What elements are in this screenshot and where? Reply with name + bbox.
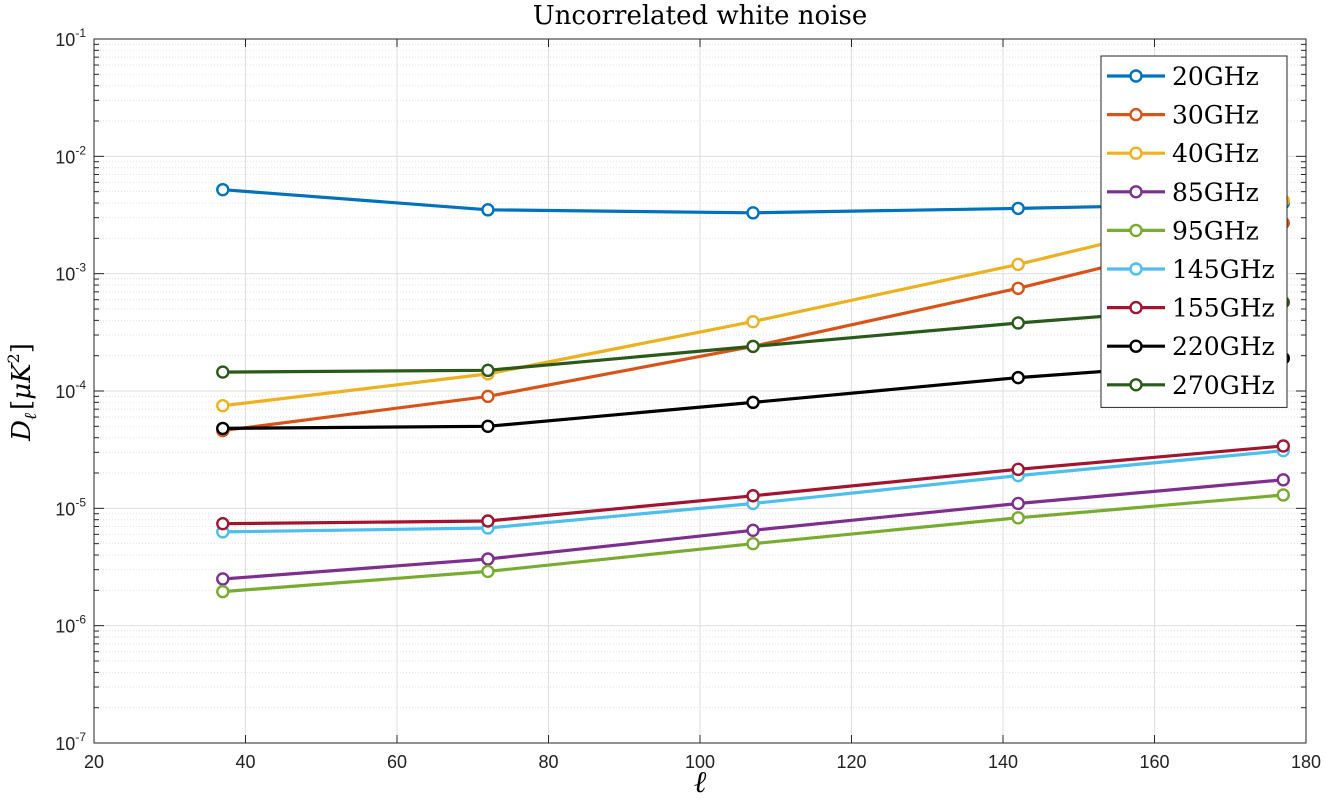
y-axis-label-close: ] (7, 343, 37, 353)
data-point-155ghz (481, 514, 495, 528)
legend-item-85ghz: 85GHz (1107, 178, 1259, 207)
x-tick-label: 40 (235, 752, 255, 772)
legend-marker (1129, 69, 1143, 83)
y-axis-label-exp: 2 (4, 353, 23, 363)
data-point-85ghz (1276, 473, 1290, 487)
y-axis-label: Dℓ [μK2] (4, 343, 41, 442)
legend-item-95ghz: 95GHz (1107, 216, 1259, 245)
legend-item-155ghz: 155GHz (1107, 294, 1275, 323)
data-point-20ghz (1011, 201, 1025, 216)
legend: 20GHz 30GHz 40GHz 85GHz 95GHz 145GHz 155GHz 220… (1100, 55, 1288, 408)
y-axis-label-open: [ (7, 400, 37, 410)
data-point-270ghz (481, 363, 495, 378)
data-point-95ghz (216, 584, 230, 599)
legend-marker (1129, 146, 1143, 160)
y-tick-label: 10-5 (55, 495, 86, 519)
data-point-85ghz (1011, 496, 1025, 511)
y-axis-label-sub: ℓ (21, 413, 41, 420)
data-point-85ghz (746, 523, 760, 537)
legend-label: 40GHz (1172, 139, 1259, 168)
x-tick-label: 100 (685, 752, 715, 772)
legend-label: 155GHz (1172, 294, 1275, 323)
data-point-40ghz (216, 398, 230, 413)
data-point-95ghz (1011, 511, 1025, 525)
x-tick-label: 140 (988, 752, 1018, 772)
data-point-220ghz (1011, 370, 1025, 385)
legend-item-20ghz: 20GHz (1107, 62, 1259, 91)
series-85ghz (216, 473, 1290, 586)
data-point-40ghz (1011, 257, 1025, 272)
x-tick-label: 80 (538, 752, 558, 772)
x-tick-label: 60 (387, 752, 407, 772)
legend-label: 85GHz (1172, 178, 1259, 207)
legend-marker (1129, 185, 1143, 199)
y-axis-label-main: D (7, 420, 37, 442)
data-point-220ghz (746, 395, 760, 410)
data-point-95ghz (746, 536, 760, 551)
y-axis-label-unit: μK (7, 362, 37, 400)
data-point-155ghz (1276, 439, 1290, 453)
legend-marker (1129, 339, 1143, 353)
data-point-20ghz (746, 206, 760, 220)
data-point-270ghz (216, 365, 230, 379)
y-tick-label: 10-4 (55, 378, 86, 402)
x-tick-label: 120 (836, 752, 866, 772)
legend-label: 145GHz (1172, 255, 1275, 284)
data-point-270ghz (746, 339, 760, 354)
legend-label: 30GHz (1172, 101, 1259, 130)
chart-title: Uncorrelated white noise (533, 1, 868, 31)
series-group (216, 182, 1290, 599)
y-axis: 10-7 10-6 10-5 10-4 10-3 10-2 10-1 (55, 26, 1306, 754)
data-point-155ghz (216, 516, 230, 531)
legend-item-30ghz: 30GHz (1107, 101, 1259, 130)
legend-marker (1129, 107, 1143, 122)
legend-label: 270GHz (1172, 371, 1275, 400)
data-point-30ghz (1011, 281, 1025, 296)
legend-item-270ghz: 270GHz (1107, 371, 1275, 400)
data-point-220ghz (216, 421, 230, 436)
data-point-270ghz (1011, 316, 1025, 330)
data-point-95ghz (1276, 488, 1290, 502)
data-point-220ghz (481, 419, 495, 434)
legend-item-40ghz: 40GHz (1107, 139, 1259, 168)
data-point-95ghz (481, 564, 495, 579)
data-point-155ghz (746, 489, 760, 503)
data-point-30ghz (481, 389, 495, 404)
legend-label: 95GHz (1172, 216, 1259, 245)
data-point-20ghz (216, 182, 230, 197)
legend-marker (1129, 223, 1143, 238)
x-tick-label: 20 (84, 752, 104, 772)
data-point-155ghz (1011, 462, 1025, 477)
legend-label: 220GHz (1172, 332, 1275, 361)
legend-marker (1129, 300, 1143, 315)
data-point-85ghz (216, 572, 230, 586)
legend-item-220ghz: 220GHz (1107, 332, 1275, 361)
y-tick-label: 10-2 (55, 143, 86, 167)
data-point-40ghz (746, 314, 760, 329)
legend-marker (1129, 378, 1143, 392)
x-axis: 20 40 60 80 100 120 140 160 180 (84, 39, 1321, 772)
legend-marker (1129, 262, 1143, 276)
data-point-20ghz (481, 203, 495, 217)
y-tick-label: 10-1 (55, 26, 86, 50)
y-tick-label: 10-7 (55, 730, 86, 754)
legend-label: 20GHz (1172, 62, 1259, 91)
x-tick-label: 160 (1139, 752, 1169, 772)
series-95ghz (216, 488, 1290, 599)
y-tick-label: 10-6 (55, 613, 86, 637)
x-axis-label: ℓ (694, 765, 707, 800)
x-tick-label: 180 (1291, 752, 1321, 772)
data-point-85ghz (481, 552, 495, 566)
series-155ghz (216, 439, 1290, 531)
legend-item-145ghz: 145GHz (1107, 255, 1275, 284)
y-tick-label: 10-3 (55, 261, 86, 285)
